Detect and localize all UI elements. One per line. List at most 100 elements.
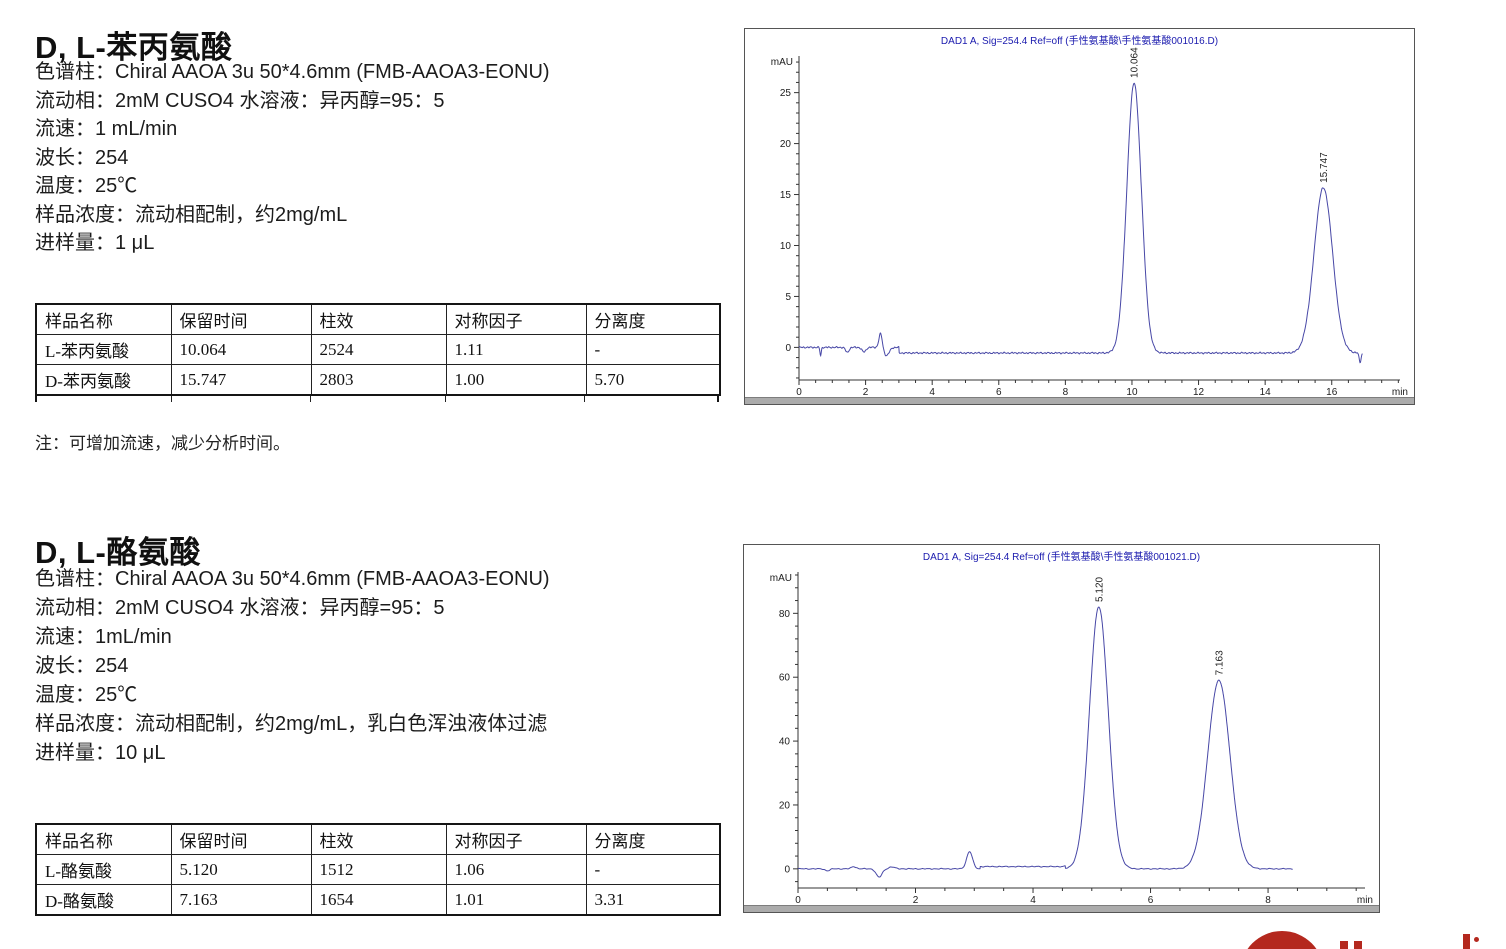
cell-resolution: - [585, 334, 721, 365]
chart-canvas: 0 5 10 15 20 25 0 2 4 6 8 10 12 14 16 mAU min 10.064 15.74… [771, 47, 1408, 398]
chart-title: DAD1 A, Sig=254.4 Ref=off (手性氨基酸\手性氨基酸00… [922, 552, 1201, 563]
table-row: L-酪氨酸 5.120 1512 1.06 - [35, 854, 721, 885]
param-column: 色谱柱：Chiral AAOA 3u 50*4.6mm (FMB-AAOA3-E… [35, 568, 550, 590]
svg-text:0: 0 [795, 895, 801, 906]
header-retention-time: 保留时间 [170, 823, 312, 855]
svg-text:0: 0 [796, 387, 802, 398]
cell-sample-name: D-苯丙氨酸 [35, 364, 172, 396]
table-stub-row [35, 396, 720, 402]
svg-text:min: min [1357, 895, 1373, 906]
cell-retention-time: 15.747 [170, 364, 312, 396]
param-mobile-phase: 流动相：2mM CUSO4 水溶液：异丙醇=95：5 [35, 597, 445, 619]
chromatogram-tyrosine: 0 20 40 60 80 0 2 4 6 8 mAU min 5.120 7.163 DAD1 A, S… [743, 544, 1380, 913]
param-injection-volume: 进样量：10 μL [35, 742, 166, 764]
svg-text:6: 6 [1148, 895, 1154, 906]
table-header-row: 样品名称 保留时间 柱效 对称因子 分离度 [35, 303, 721, 335]
svg-text:60: 60 [779, 673, 791, 684]
param-temperature: 温度：25℃ [35, 175, 138, 197]
cell-retention-time: 7.163 [170, 884, 312, 916]
svg-text:12: 12 [1193, 387, 1205, 398]
section1-title: D, L-苯丙氨酸 [35, 30, 233, 65]
svg-text:4: 4 [929, 387, 935, 398]
cell-retention-time: 5.120 [170, 854, 312, 885]
svg-text:10: 10 [1126, 387, 1138, 398]
table-header-row: 样品名称 保留时间 柱效 对称因子 分离度 [35, 823, 721, 855]
cell-column-efficiency: 2524 [310, 334, 447, 365]
cell-sample-name: L-苯丙氨酸 [35, 334, 172, 365]
param-column: 色谱柱：Chiral AAOA 3u 50*4.6mm (FMB-AAOA3-E… [35, 61, 550, 83]
section2-results-table: 样品名称 保留时间 柱效 对称因子 分离度 L-酪氨酸 5.120 1512 1… [35, 823, 721, 916]
svg-text:80: 80 [779, 609, 791, 620]
param-wavelength: 波长：254 [35, 146, 129, 169]
svg-text:2: 2 [863, 387, 869, 398]
cell-column-efficiency: 1512 [310, 854, 447, 885]
cell-column-efficiency: 2803 [310, 364, 447, 396]
header-symmetry-factor: 对称因子 [445, 823, 587, 855]
chart-title: DAD1 A, Sig=254.4 Ref=off (手性氨基酸\手性氨基酸00… [940, 36, 1219, 47]
svg-text:14: 14 [1260, 387, 1272, 398]
section1-results-table: 样品名称 保留时间 柱效 对称因子 分离度 L-苯丙氨酸 10.064 2524… [35, 303, 721, 402]
svg-text:5: 5 [785, 292, 791, 303]
table-row: D-酪氨酸 7.163 1654 1.01 3.31 [35, 884, 721, 916]
section1-params: 色谱柱：Chiral AAOA 3u 50*4.6mm (FMB-AAOA3-E… [35, 58, 550, 258]
svg-text:15.747: 15.747 [1319, 152, 1330, 183]
header-sample-name: 样品名称 [35, 823, 172, 855]
chromatogram-phenylalanine: 0 5 10 15 20 25 0 2 4 6 8 10 12 14 16 mAU min 10.064 15.74… [744, 28, 1415, 405]
svg-text:20: 20 [780, 139, 792, 150]
logo-letter-fragment [1463, 934, 1470, 949]
header-symmetry-factor: 对称因子 [445, 303, 587, 335]
cell-symmetry-factor: 1.11 [445, 334, 587, 365]
svg-text:4: 4 [1030, 895, 1036, 906]
svg-text:40: 40 [779, 737, 791, 748]
cell-retention-time: 10.064 [170, 334, 312, 365]
cell-resolution: 3.31 [585, 884, 721, 916]
param-flow-rate: 流速：1 mL/min [35, 118, 178, 140]
svg-text:10.064: 10.064 [1130, 47, 1141, 78]
svg-text:6: 6 [996, 387, 1002, 398]
svg-text:8: 8 [1063, 387, 1069, 398]
table-row: D-苯丙氨酸 15.747 2803 1.00 5.70 [35, 364, 721, 396]
cell-resolution: - [585, 854, 721, 885]
svg-text:0: 0 [784, 864, 790, 875]
header-retention-time: 保留时间 [170, 303, 312, 335]
bottom-scrollbar [745, 397, 1414, 404]
svg-text:10: 10 [780, 241, 792, 252]
logo-letter-fragment [1474, 937, 1479, 942]
cell-symmetry-factor: 1.00 [445, 364, 587, 396]
svg-text:25: 25 [780, 88, 792, 99]
param-concentration: 样品浓度：流动相配制，约2mg/mL，乳白色浑浊液体过滤 [35, 713, 548, 735]
param-temperature: 温度：25℃ [35, 684, 138, 706]
header-sample-name: 样品名称 [35, 303, 172, 335]
logo-letter-fragment [1340, 941, 1348, 949]
section1-note: 注：可增加流速，减少分析时间。 [35, 434, 290, 453]
cell-symmetry-factor: 1.01 [445, 884, 587, 916]
svg-text:2: 2 [913, 895, 919, 906]
header-column-efficiency: 柱效 [310, 303, 447, 335]
section2-params: 色谱柱：Chiral AAOA 3u 50*4.6mm (FMB-AAOA3-E… [35, 565, 550, 768]
param-wavelength: 波长：254 [35, 655, 129, 677]
svg-text:7.163: 7.163 [1214, 650, 1225, 675]
chart-canvas: 0 20 40 60 80 0 2 4 6 8 mAU min 5.120 7.163 [770, 572, 1373, 906]
logo-letter-fragment [1354, 941, 1362, 949]
svg-text:15: 15 [780, 190, 792, 201]
svg-text:mAU: mAU [770, 573, 792, 584]
cell-sample-name: L-酪氨酸 [35, 854, 172, 885]
partial-logo [1235, 920, 1495, 949]
cell-sample-name: D-酪氨酸 [35, 884, 172, 916]
param-mobile-phase: 流动相：2mM CUSO4 水溶液：异丙醇=95：5 [35, 89, 445, 112]
svg-text:0: 0 [785, 343, 791, 354]
param-flow-rate: 流速：1mL/min [35, 626, 172, 648]
table-row: L-苯丙氨酸 10.064 2524 1.11 - [35, 334, 721, 365]
header-column-efficiency: 柱效 [310, 823, 447, 855]
header-resolution: 分离度 [585, 823, 721, 855]
cell-symmetry-factor: 1.06 [445, 854, 587, 885]
header-resolution: 分离度 [585, 303, 721, 335]
svg-text:20: 20 [779, 800, 791, 811]
logo-circle-inner [1254, 945, 1310, 949]
param-injection-volume: 进样量：1 μL [35, 232, 155, 254]
svg-text:min: min [1392, 387, 1408, 398]
param-concentration: 样品浓度：流动相配制，约2mg/mL [35, 203, 348, 226]
cell-column-efficiency: 1654 [310, 884, 447, 916]
section2-title: D, L-酪氨酸 [35, 535, 201, 570]
svg-text:mAU: mAU [771, 57, 793, 68]
